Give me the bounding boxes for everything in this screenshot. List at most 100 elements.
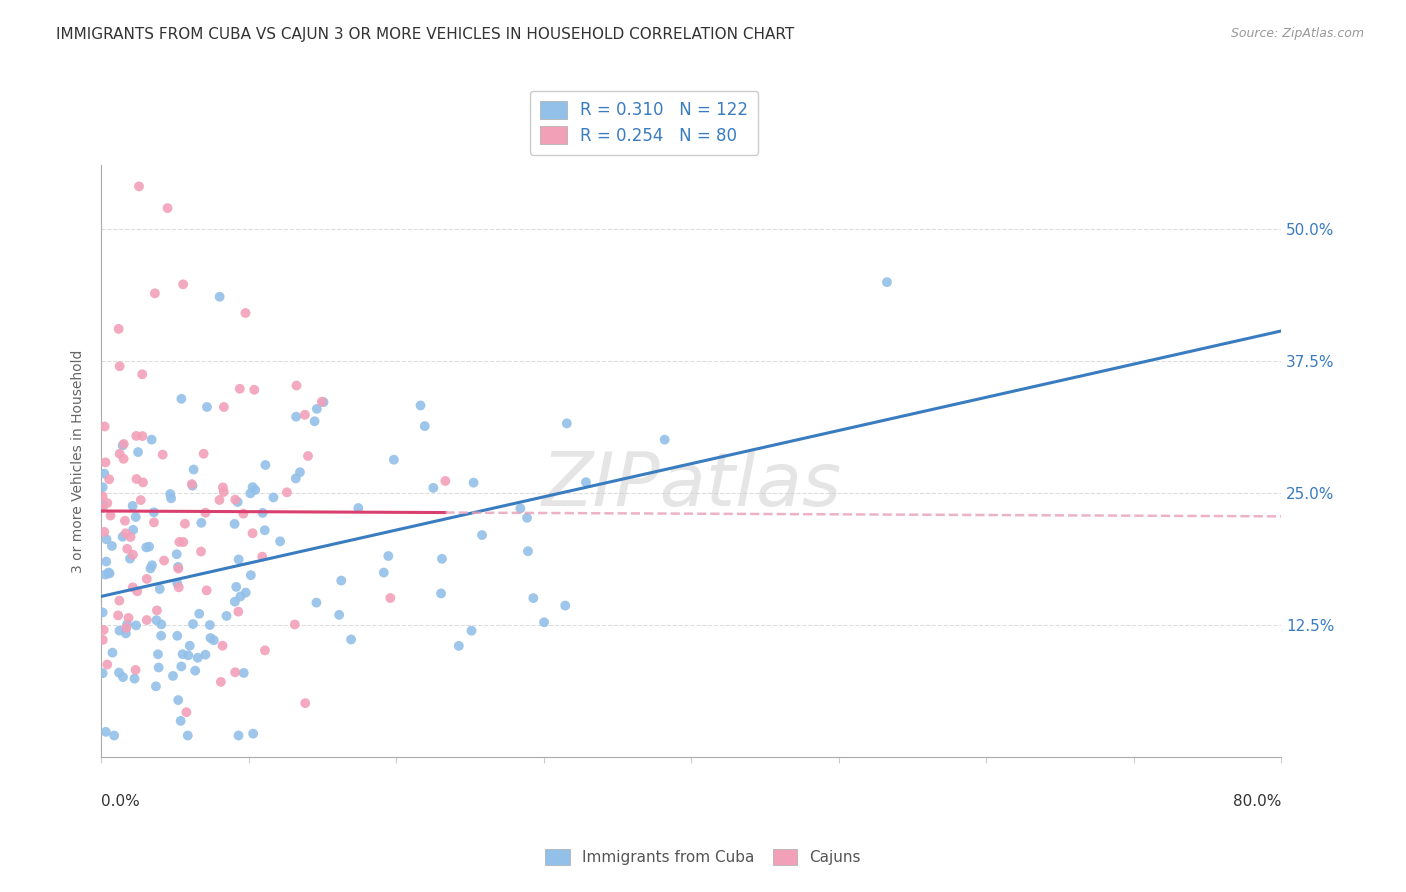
Point	[91, 500, 114, 515]
Point	[447, 639, 470, 653]
Point	[107, 322, 129, 336]
Point	[305, 401, 328, 416]
Point	[242, 480, 264, 494]
Point	[93, 524, 115, 539]
Point	[143, 286, 166, 301]
Point	[522, 591, 544, 606]
Point	[181, 479, 204, 493]
Text: 80.0%: 80.0%	[1233, 794, 1281, 808]
Point	[195, 583, 218, 598]
Point	[517, 544, 540, 558]
Point	[125, 429, 148, 443]
Point	[97, 566, 120, 580]
Point	[93, 419, 115, 434]
Point	[252, 549, 274, 564]
Point	[294, 696, 316, 710]
Point	[269, 534, 291, 549]
Point	[409, 399, 432, 413]
Point	[226, 495, 249, 509]
Point	[228, 605, 250, 619]
Point	[101, 539, 124, 553]
Point	[132, 475, 155, 490]
Point	[153, 553, 176, 567]
Point	[209, 674, 232, 689]
Point	[138, 540, 160, 554]
Point	[94, 724, 117, 739]
Point	[93, 498, 115, 512]
Point	[94, 567, 117, 582]
Point	[198, 618, 221, 632]
Point	[297, 449, 319, 463]
Point	[284, 617, 307, 632]
Point	[131, 429, 153, 443]
Legend: R = 0.310   N = 122, R = 0.254   N = 80: R = 0.310 N = 122, R = 0.254 N = 80	[530, 91, 758, 155]
Point	[167, 560, 190, 574]
Point	[202, 633, 225, 648]
Point	[235, 585, 257, 599]
Point	[93, 467, 115, 481]
Point	[212, 480, 235, 494]
Point	[243, 383, 266, 397]
Point	[215, 608, 238, 623]
Point	[509, 501, 531, 516]
Point	[229, 590, 252, 604]
Point	[413, 419, 436, 434]
Point	[252, 506, 274, 520]
Point	[150, 617, 173, 632]
Point	[118, 551, 141, 566]
Point	[253, 523, 276, 537]
Y-axis label: 3 or more Vehicles in Household: 3 or more Vehicles in Household	[72, 350, 86, 573]
Point	[114, 514, 136, 528]
Point	[876, 275, 898, 289]
Point	[180, 477, 202, 491]
Point	[114, 526, 136, 541]
Point	[172, 647, 194, 661]
Point	[347, 501, 370, 516]
Point	[159, 487, 181, 501]
Text: Source: ZipAtlas.com: Source: ZipAtlas.com	[1230, 27, 1364, 40]
Point	[115, 617, 138, 632]
Point	[229, 382, 252, 396]
Point	[228, 729, 250, 743]
Point	[172, 277, 194, 292]
Point	[380, 591, 402, 605]
Text: IMMIGRANTS FROM CUBA VS CAJUN 3 OR MORE VEHICLES IN HOUSEHOLD CORRELATION CHART: IMMIGRANTS FROM CUBA VS CAJUN 3 OR MORE …	[56, 27, 794, 42]
Point	[108, 665, 131, 680]
Point	[190, 544, 212, 558]
Point	[111, 530, 134, 544]
Point	[224, 665, 246, 680]
Point	[127, 584, 149, 599]
Point	[184, 664, 207, 678]
Point	[294, 408, 316, 422]
Point	[471, 528, 494, 542]
Point	[533, 615, 555, 630]
Point	[212, 400, 235, 414]
Point	[145, 613, 167, 627]
Point	[460, 624, 482, 638]
Point	[115, 621, 138, 635]
Point	[115, 626, 138, 640]
Point	[96, 555, 118, 569]
Point	[117, 611, 139, 625]
Point	[167, 693, 190, 707]
Point	[125, 618, 148, 632]
Point	[111, 438, 134, 452]
Point	[108, 624, 131, 638]
Point	[167, 561, 190, 575]
Point	[103, 729, 125, 743]
Point	[131, 368, 153, 382]
Point	[143, 516, 166, 530]
Point	[108, 593, 131, 607]
Point	[172, 535, 194, 549]
Point	[276, 485, 298, 500]
Point	[311, 394, 333, 409]
Point	[96, 533, 118, 547]
Point	[149, 582, 172, 596]
Point	[330, 574, 353, 588]
Point	[245, 483, 267, 497]
Point	[340, 632, 363, 647]
Point	[200, 631, 222, 645]
Point	[239, 486, 262, 500]
Point	[145, 679, 167, 693]
Point	[141, 433, 163, 447]
